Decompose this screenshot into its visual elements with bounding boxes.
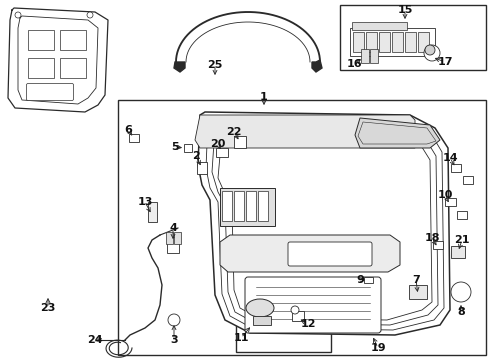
Polygon shape [354, 118, 439, 148]
Polygon shape [311, 60, 321, 72]
Bar [60, 30, 86, 50]
Bar [28, 30, 54, 50]
Bar [245, 191, 256, 221]
Bar [352, 32, 363, 52]
Text: 16: 16 [346, 59, 362, 69]
Circle shape [168, 314, 180, 326]
Bar [216, 148, 227, 157]
Circle shape [423, 45, 439, 61]
Circle shape [87, 12, 93, 18]
Bar [234, 191, 244, 221]
Bar [147, 202, 156, 222]
Circle shape [290, 306, 298, 314]
Bar [118, 100, 485, 355]
Text: 9: 9 [355, 275, 363, 285]
Ellipse shape [245, 299, 273, 317]
Bar [339, 5, 485, 70]
Bar [349, 28, 434, 56]
Text: 3: 3 [170, 335, 178, 345]
Text: 25: 25 [207, 60, 222, 70]
Bar [462, 176, 472, 184]
Bar [258, 191, 267, 221]
Text: 2: 2 [192, 151, 200, 161]
Circle shape [15, 12, 21, 18]
Bar [197, 162, 206, 174]
Text: 5: 5 [171, 142, 179, 152]
Bar [220, 188, 274, 226]
Bar [432, 241, 442, 249]
Bar [404, 32, 415, 52]
Bar [234, 136, 245, 148]
Bar [391, 32, 402, 52]
Circle shape [450, 282, 470, 302]
Text: 20: 20 [210, 139, 225, 149]
Bar [129, 134, 139, 142]
Bar [408, 285, 426, 299]
Text: 19: 19 [369, 343, 385, 353]
Text: 11: 11 [233, 333, 248, 343]
Text: 10: 10 [436, 190, 452, 200]
FancyBboxPatch shape [244, 277, 380, 333]
Bar [360, 49, 368, 63]
Circle shape [424, 45, 434, 55]
Bar [450, 164, 460, 172]
Bar [456, 211, 466, 219]
Text: 14: 14 [441, 153, 457, 163]
Polygon shape [195, 115, 414, 148]
Text: 24: 24 [87, 335, 102, 345]
Bar [378, 32, 389, 52]
Polygon shape [198, 112, 449, 335]
Bar [173, 232, 180, 244]
Bar [351, 22, 406, 30]
Text: 15: 15 [397, 5, 412, 15]
Bar [165, 232, 172, 244]
Bar [417, 32, 428, 52]
Text: 6: 6 [124, 125, 132, 135]
Bar [236, 287, 330, 352]
Bar [60, 58, 86, 78]
Polygon shape [174, 62, 184, 72]
Bar [369, 49, 377, 63]
Text: 12: 12 [300, 319, 315, 329]
Bar [450, 246, 464, 258]
FancyBboxPatch shape [26, 84, 73, 100]
Text: 21: 21 [453, 235, 469, 245]
Bar [28, 58, 54, 78]
Polygon shape [220, 235, 399, 272]
Text: 23: 23 [40, 303, 56, 313]
Bar [363, 277, 372, 283]
Text: 18: 18 [424, 233, 439, 243]
Bar [183, 144, 192, 152]
Text: 7: 7 [411, 275, 419, 285]
Bar [291, 311, 304, 321]
Bar [167, 237, 179, 253]
Text: 17: 17 [436, 57, 452, 67]
Bar [222, 191, 231, 221]
Text: 1: 1 [260, 92, 267, 102]
Bar [252, 315, 270, 324]
Bar [444, 198, 454, 206]
Text: 4: 4 [169, 223, 177, 233]
Bar [365, 32, 376, 52]
Text: 22: 22 [226, 127, 241, 137]
Text: 8: 8 [456, 307, 464, 317]
FancyBboxPatch shape [287, 242, 371, 266]
Text: 13: 13 [137, 197, 152, 207]
